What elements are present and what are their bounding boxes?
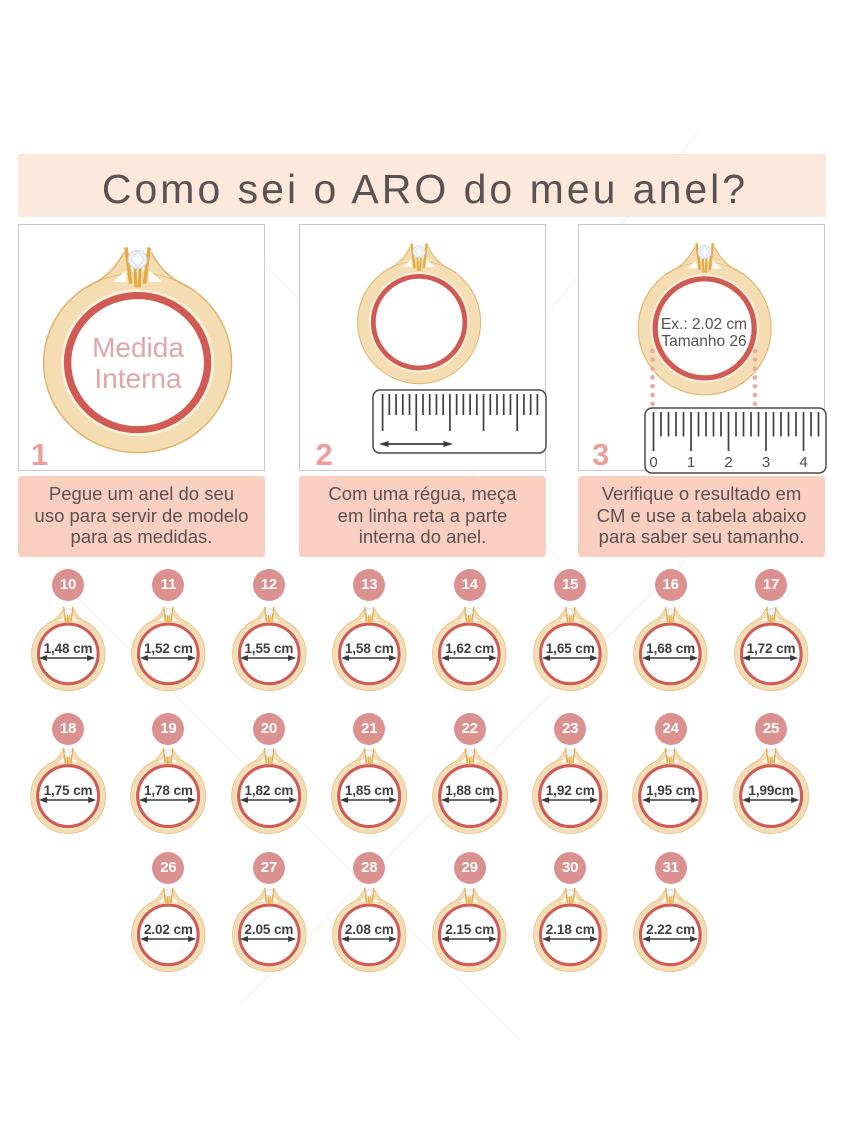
svg-text:2: 2 bbox=[724, 454, 732, 471]
svg-text:4: 4 bbox=[799, 454, 807, 471]
svg-text:1: 1 bbox=[686, 454, 694, 471]
svg-text:3: 3 bbox=[761, 454, 769, 471]
svg-text:0: 0 bbox=[649, 454, 657, 471]
